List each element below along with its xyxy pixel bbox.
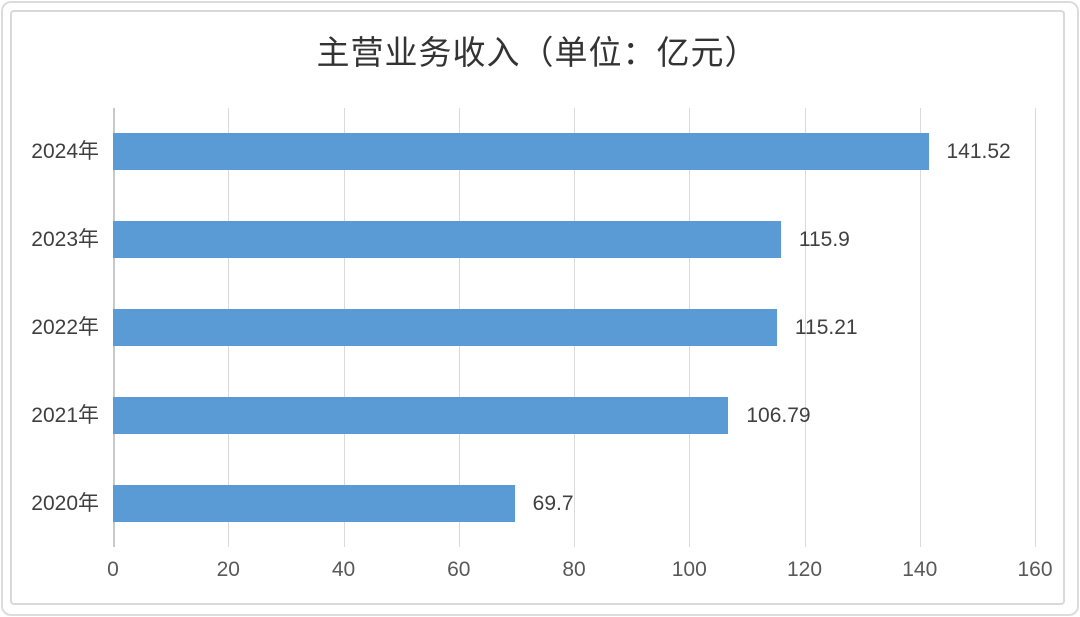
bar-2020年 xyxy=(113,484,515,522)
data-label: 141.52 xyxy=(946,140,1011,164)
x-axis-tick-label: 160 xyxy=(1017,558,1053,581)
x-gridline xyxy=(919,108,921,547)
bar-2024年 xyxy=(113,133,929,171)
plot-area: 0 20 40 60 80 100 120 140 160 2024年 141.52 2023年 115… xyxy=(31,108,1053,581)
x-axis-tick-label: 120 xyxy=(786,558,823,581)
data-label: 106.79 xyxy=(746,403,811,427)
chart-title: 主营业务收入（单位：亿元） xyxy=(316,36,759,72)
x-axis-tick-label: 100 xyxy=(671,558,707,581)
x-axis-tick-label: 20 xyxy=(216,558,240,581)
category-axis-label: 2024年 xyxy=(31,140,99,164)
data-label: 115.21 xyxy=(794,316,858,339)
x-axis-tick-label: 140 xyxy=(902,558,938,581)
category-axis-label: 2021年 xyxy=(31,403,99,427)
category-axis-label: 2023年 xyxy=(31,228,99,252)
category-axis-label: 2020年 xyxy=(31,491,99,515)
category-axis-label: 2022年 xyxy=(31,316,99,339)
x-axis-tick-label: 80 xyxy=(562,558,586,581)
bar-2022年 xyxy=(113,309,777,346)
x-gridline xyxy=(804,108,806,547)
x-gridline xyxy=(1035,108,1036,547)
data-label: 115.9 xyxy=(798,228,850,252)
bar-2023年 xyxy=(113,221,781,259)
x-axis-tick-label: 40 xyxy=(331,558,356,581)
data-label: 69.7 xyxy=(532,491,574,515)
x-axis-tick-label: 60 xyxy=(447,558,471,581)
x-axis-tick-label: 0 xyxy=(107,558,119,581)
bar-2021年 xyxy=(113,396,729,434)
